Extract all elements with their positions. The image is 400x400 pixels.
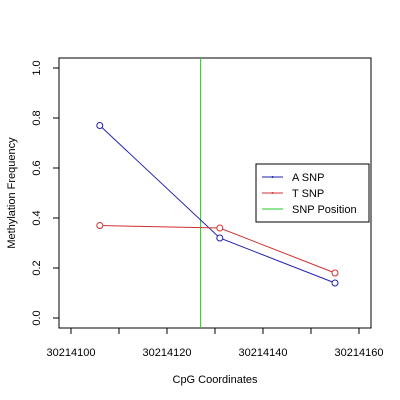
series-line-t-snp [99, 225, 336, 274]
y-tick-label: 0.4 [31, 210, 43, 225]
x-tick-label: 30214100 [47, 347, 96, 359]
legend-label: T SNP [292, 188, 324, 200]
x-tick-label: 30214120 [143, 347, 192, 359]
y-axis-label: Methylation Frequency [6, 137, 18, 249]
y-tick-label: 0.8 [31, 110, 43, 125]
legend-dot [271, 176, 274, 178]
y-tick-label: 1.0 [31, 60, 43, 75]
legend: A SNP T SNP SNP Position [255, 163, 370, 223]
legend-dot [271, 192, 274, 194]
x-axis-label: CpG Coordinates [173, 374, 258, 386]
y-tick-label: 0.0 [31, 310, 43, 325]
data-point [96, 222, 104, 229]
x-tick-label: 30214160 [335, 347, 384, 359]
data-point [331, 269, 339, 277]
x-tick-label: 30214140 [239, 347, 288, 359]
data-point [216, 224, 224, 232]
y-tick-label: 0.2 [31, 260, 43, 275]
x-axis: 30214100 30214120 30214140 30214160 [47, 327, 384, 359]
y-tick-label: 0.6 [31, 160, 43, 175]
legend-label: SNP Position [292, 204, 357, 216]
legend-label: A SNP [292, 172, 324, 184]
data-point [331, 279, 339, 287]
data-point [216, 234, 224, 242]
y-axis: 0.0 0.2 0.4 0.6 0.8 1.0 [31, 60, 59, 326]
data-point [96, 122, 104, 129]
